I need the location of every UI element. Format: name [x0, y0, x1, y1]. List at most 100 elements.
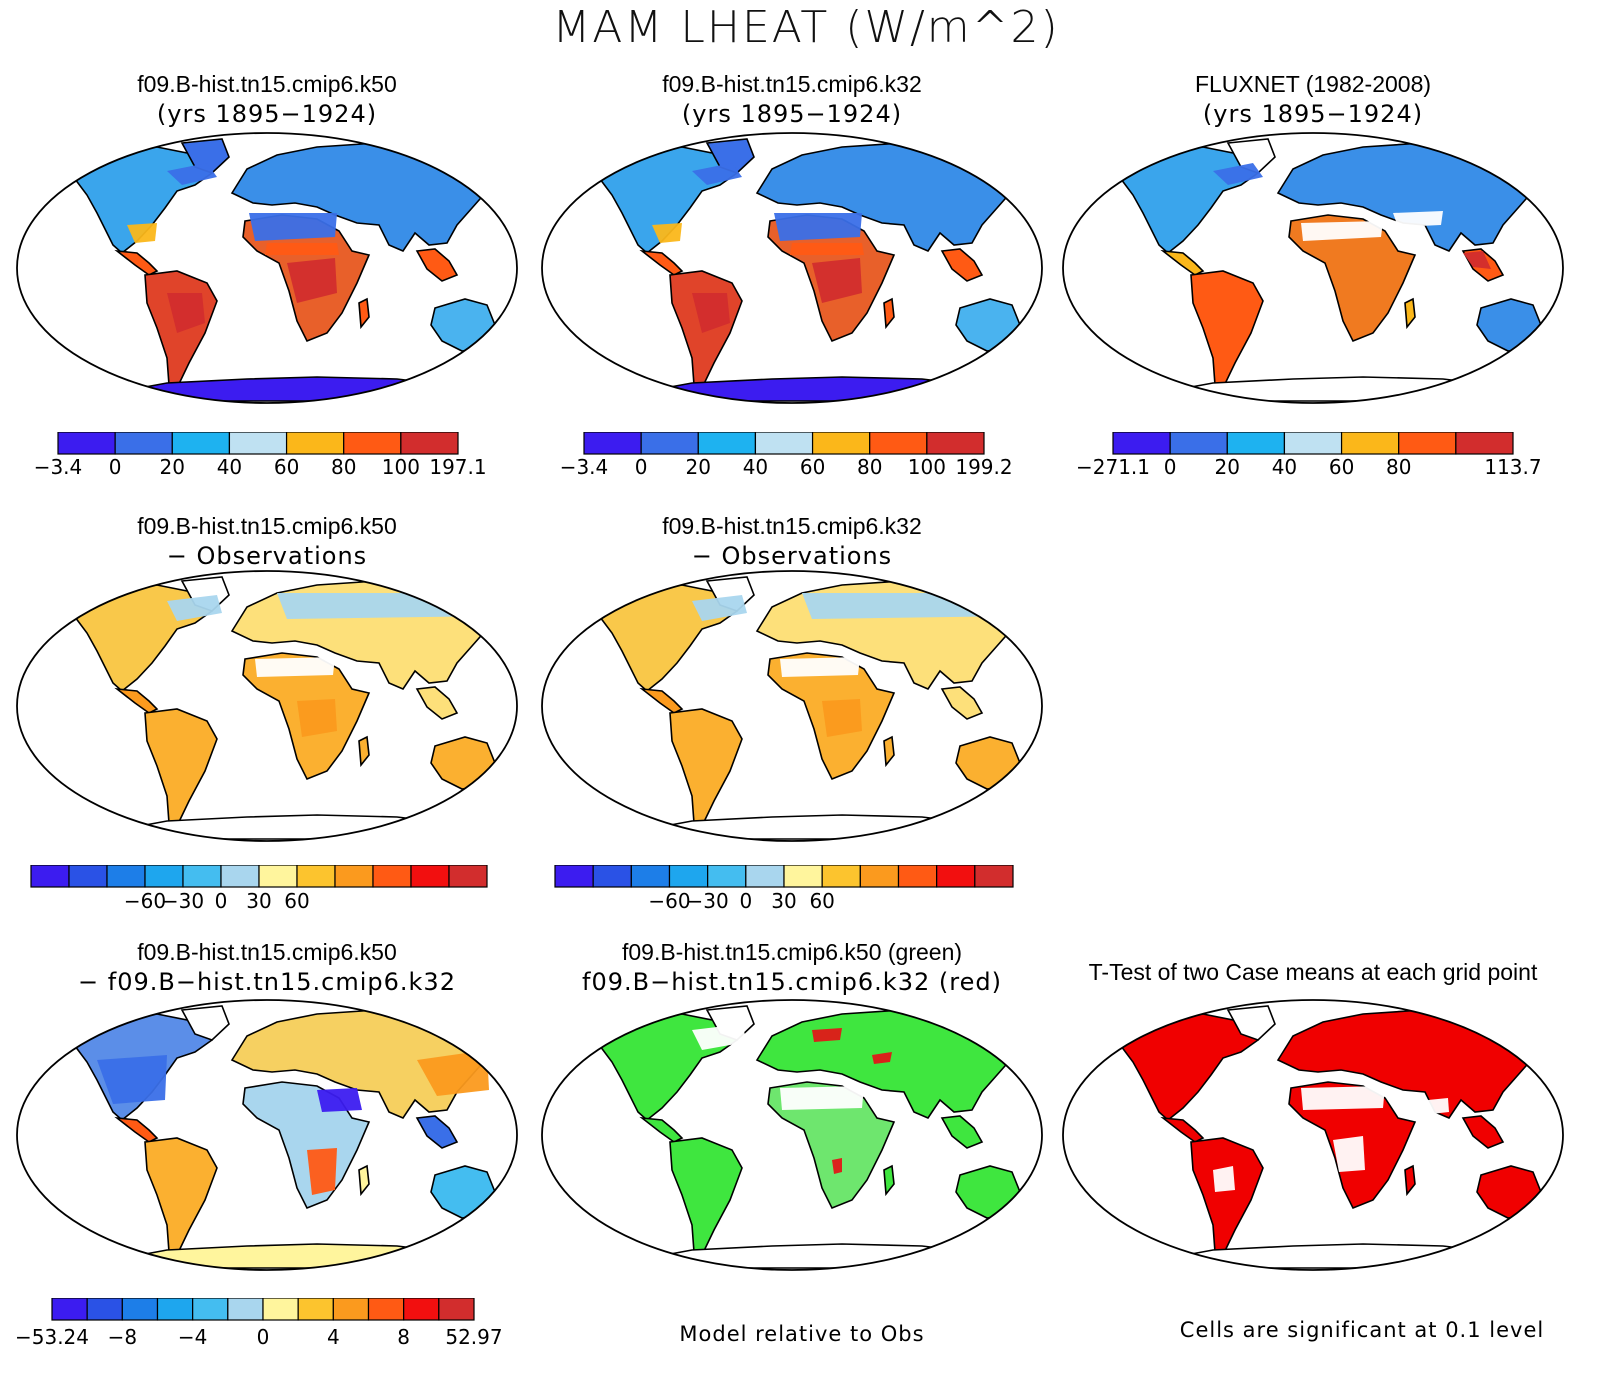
p6-colorbar-label-2: −4 [178, 1325, 207, 1349]
p3-colorbar-label-1: 0 [1164, 455, 1177, 479]
p2-field-patch-5 [652, 223, 682, 243]
p6-field-patch-3 [417, 1050, 489, 1096]
p8-greenland-landmass [1226, 1005, 1276, 1041]
p3-map-border [1062, 132, 1564, 404]
p3-colorbar-label-4: 60 [1329, 455, 1354, 479]
p2-colorbar-label-7: 199.2 [955, 455, 1012, 479]
p5-seasia-landmass [940, 686, 984, 720]
p1-map-border [16, 132, 518, 404]
p3-madagascar-landmass [1404, 297, 1416, 330]
p1-colorbar-label-1: 0 [109, 455, 122, 479]
p7-map-border [541, 999, 1043, 1271]
p4-map-border [16, 570, 518, 842]
p4-colorbar-swatch-4 [182, 865, 222, 888]
p5-subtitle: − Observations [691, 542, 893, 570]
p4-camerica-landmass [114, 687, 159, 714]
p6-title: f09.B-hist.tn15.cmip6.k50 [137, 939, 397, 965]
p6-greenland-landmass [180, 1005, 230, 1041]
p6-colorbar-swatch-10 [403, 1298, 440, 1321]
p8-title: T-Test of two Case means at each grid po… [1088, 959, 1538, 985]
p4-colorbar-label-6: 60 [284, 889, 309, 913]
p5-colorbar-swatch-9 [897, 865, 938, 888]
p5-field-patch-0 [692, 595, 747, 621]
p2-colorbar-swatch-6 [926, 432, 985, 455]
p5-colorbar-swatch-0 [554, 865, 594, 888]
p1-camerica-landmass [114, 249, 159, 276]
p5-colorbar-swatch-2 [630, 865, 671, 888]
p6-colorbar-swatch-2 [121, 1298, 159, 1321]
p5-colorbar-swatch-6 [783, 865, 823, 888]
p3-title: FLUXNET (1982-2008) [1194, 71, 1432, 97]
p2-colorbar-label-1: 0 [635, 455, 648, 479]
p3-colorbar-label-0: −271.1 [1076, 455, 1150, 479]
p5-madagascar-landmass [883, 735, 895, 768]
p4-field-patch-1 [277, 593, 497, 619]
p6-field-patch-1 [317, 1088, 362, 1112]
p1-field-patch-5 [127, 223, 157, 243]
p3-colorbar-swatch-2 [1226, 432, 1286, 455]
p3-field-patch-1 [1393, 211, 1443, 227]
p6-colorbar-label-3: 0 [257, 1325, 270, 1349]
p5-colorbar-swatch-11 [974, 865, 1014, 888]
p3-colorbar-label-5: 80 [1386, 455, 1411, 479]
p1-colorbar-swatch-5 [343, 432, 402, 455]
p1-world-map [16, 132, 518, 404]
p1-colorbar-swatch-3 [228, 432, 288, 455]
p7-field-patch-3 [872, 1052, 892, 1064]
p6-colorbar-label-0: −53.24 [15, 1325, 89, 1349]
p5-colorbar-swatch-4 [707, 865, 747, 888]
p2-colorbar-label-6: 100 [908, 455, 946, 479]
p1-colorbar-swatch-1 [114, 432, 173, 455]
p5-field-patch-2 [780, 657, 860, 677]
p6-map-border [16, 999, 518, 1271]
p2-field-patch-2 [692, 293, 730, 333]
p1-colorbar: −3.4 0 20 40 60 80 100 197.1 [34, 432, 487, 479]
p6-colorbar: −53.24 −8 −4 0 4 8 52.97 [15, 1298, 503, 1349]
p6-colorbar-swatch-11 [438, 1298, 475, 1321]
p5-colorbar-swatch-7 [821, 865, 861, 888]
p6-madagascar-landmass [358, 1164, 370, 1197]
p5-title: f09.B-hist.tn15.cmip6.k32 [662, 513, 922, 539]
p2-field-patch-4 [790, 243, 864, 255]
p1-madagascar-landmass [358, 297, 370, 330]
p2-colorbar-swatch-3 [754, 432, 814, 455]
p3-colorbar-swatch-5 [1398, 432, 1457, 455]
p3-colorbar: −271.1 0 20 40 60 80 113.7 [1076, 432, 1542, 479]
p4-colorbar-swatch-5 [220, 865, 260, 888]
p2-greenland-landmass [705, 138, 755, 174]
p4-field-patch-0 [167, 595, 222, 621]
p7-world-map [541, 999, 1043, 1271]
p1-colorbar-swatch-6 [400, 432, 459, 455]
p6-colorbar-swatch-3 [156, 1298, 194, 1321]
p2-colorbar-swatch-5 [869, 432, 928, 455]
p2-colorbar-label-2: 20 [686, 455, 711, 479]
p2-camerica-landmass [639, 249, 684, 276]
p3-samerica-landmass [1190, 270, 1264, 390]
p8-map-border [1062, 999, 1564, 1271]
p4-colorbar-swatch-9 [372, 865, 412, 888]
p6-colorbar-swatch-4 [192, 1298, 229, 1321]
p1-colorbar-label-7: 197.1 [429, 455, 486, 479]
p7-samerica-landmass [669, 1137, 743, 1257]
p7-subtitle: f09.B−hist.tn15.cmip6.k32 (red) [582, 968, 1002, 996]
p7-title: f09.B-hist.tn15.cmip6.k50 (green) [621, 939, 963, 965]
p8-samerica-landmass [1190, 1137, 1264, 1257]
p6-colorbar-swatch-6 [262, 1298, 299, 1321]
p6-colorbar-swatch-5 [227, 1298, 264, 1321]
p2-field-patch-0 [692, 163, 742, 185]
p5-colorbar-label-6: 60 [809, 889, 834, 913]
p8-field-patch-2 [1213, 1166, 1235, 1192]
p3-field-patch-3 [1463, 251, 1491, 269]
p8-field-patch-0 [1301, 1086, 1385, 1110]
p3-subtitle: (yrs 1895−1924) [1202, 100, 1424, 128]
p6-subtitle: − f09.B−hist.tn15.cmip6.k32 [78, 968, 456, 996]
p6-colorbar-swatch-1 [86, 1298, 123, 1321]
p3-field-patch-0 [1301, 221, 1383, 241]
p5-colorbar-swatch-8 [859, 865, 900, 888]
p2-seasia-landmass [940, 248, 984, 282]
p4-colorbar-label-4: 0 [215, 889, 228, 913]
p4-colorbar-swatch-2 [106, 865, 146, 888]
p2-title: f09.B-hist.tn15.cmip6.k32 [662, 71, 922, 97]
p8-field-patch-1 [1333, 1136, 1365, 1172]
p2-world-map [541, 132, 1043, 404]
